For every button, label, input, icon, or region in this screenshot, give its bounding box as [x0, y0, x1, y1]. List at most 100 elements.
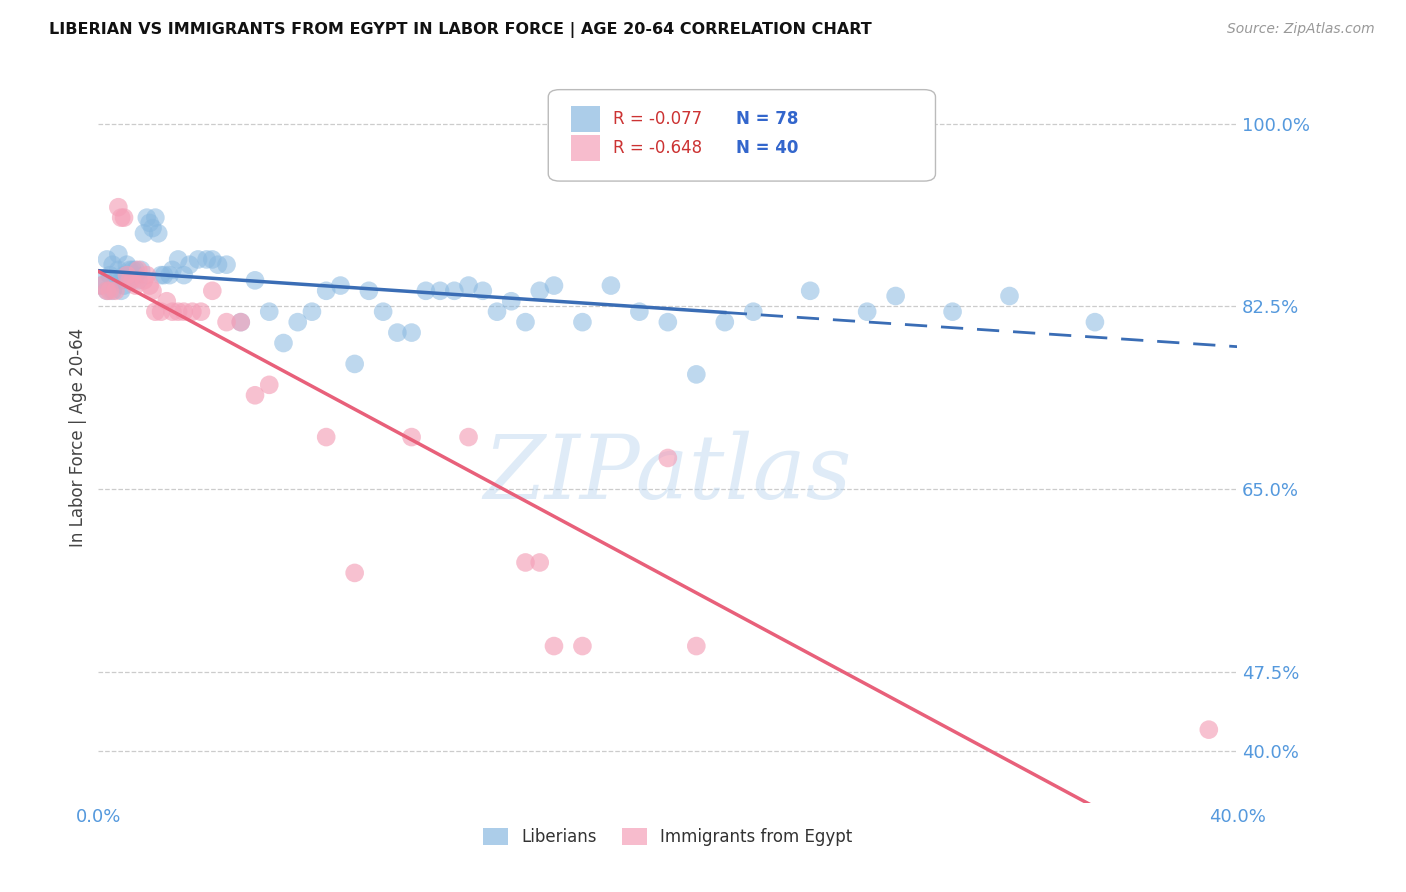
Point [486, 304, 509, 318]
Point [215, 258, 238, 272]
Point [207, 258, 229, 272]
Point [127, 263, 149, 277]
Point [401, 326, 423, 340]
Point [401, 430, 423, 444]
Point [657, 450, 679, 465]
Point [1084, 315, 1107, 329]
Point [115, 268, 138, 282]
Point [685, 639, 707, 653]
Point [145, 211, 167, 225]
Point [159, 268, 181, 282]
Text: N = 40: N = 40 [737, 139, 799, 157]
Point [124, 278, 146, 293]
Point [112, 278, 135, 293]
Text: LIBERIAN VS IMMIGRANTS FROM EGYPT IN LABOR FORCE | AGE 20-64 CORRELATION CHART: LIBERIAN VS IMMIGRANTS FROM EGYPT IN LAB… [49, 22, 872, 38]
Point [129, 263, 152, 277]
Point [162, 263, 184, 277]
Point [529, 284, 551, 298]
Point [98, 284, 121, 298]
FancyBboxPatch shape [548, 90, 935, 181]
Point [742, 304, 765, 318]
Point [343, 357, 366, 371]
Point [107, 263, 129, 277]
Legend: Liberians, Immigrants from Egypt: Liberians, Immigrants from Egypt [477, 822, 859, 853]
Point [243, 388, 266, 402]
Point [529, 556, 551, 570]
Point [110, 273, 132, 287]
Point [150, 304, 173, 318]
Point [98, 268, 121, 282]
Point [501, 294, 523, 309]
Point [121, 273, 143, 287]
Point [93, 273, 115, 287]
Point [471, 284, 494, 298]
Point [543, 639, 565, 653]
Point [628, 304, 651, 318]
FancyBboxPatch shape [571, 135, 599, 161]
Point [121, 263, 143, 277]
Point [135, 211, 157, 225]
Point [96, 252, 118, 267]
Point [190, 304, 212, 318]
Point [942, 304, 965, 318]
Point [132, 227, 155, 241]
Point [141, 221, 163, 235]
Point [118, 273, 141, 287]
Point [124, 263, 146, 277]
Point [127, 273, 149, 287]
Point [107, 247, 129, 261]
Point [135, 268, 157, 282]
Point [115, 268, 138, 282]
Point [443, 284, 465, 298]
Text: N = 78: N = 78 [737, 110, 799, 128]
Point [229, 315, 252, 329]
Y-axis label: In Labor Force | Age 20-64: In Labor Force | Age 20-64 [69, 327, 87, 547]
Point [457, 278, 479, 293]
Point [600, 278, 623, 293]
Point [112, 211, 135, 225]
Point [181, 304, 204, 318]
Point [145, 304, 167, 318]
Point [148, 227, 170, 241]
Point [167, 304, 190, 318]
Point [107, 200, 129, 214]
Point [90, 278, 112, 293]
Point [343, 566, 366, 580]
Text: R = -0.648: R = -0.648 [613, 139, 703, 157]
Point [457, 430, 479, 444]
Point [167, 252, 190, 267]
Point [714, 315, 737, 329]
Point [415, 284, 437, 298]
Point [118, 273, 141, 287]
Point [998, 289, 1021, 303]
Point [357, 284, 380, 298]
Point [856, 304, 879, 318]
Point [1198, 723, 1220, 737]
Point [138, 216, 160, 230]
Point [571, 639, 593, 653]
Point [543, 278, 565, 293]
Point [229, 315, 252, 329]
Point [799, 284, 821, 298]
Point [173, 268, 195, 282]
FancyBboxPatch shape [571, 106, 599, 132]
Point [201, 252, 224, 267]
Point [112, 268, 135, 282]
Point [162, 304, 184, 318]
Point [110, 211, 132, 225]
Point [287, 315, 309, 329]
Point [90, 278, 112, 293]
Point [179, 258, 201, 272]
Point [685, 368, 707, 382]
Point [153, 268, 176, 282]
Point [141, 284, 163, 298]
Point [173, 304, 195, 318]
Point [195, 252, 218, 267]
Point [515, 556, 537, 570]
Point [429, 284, 451, 298]
Point [373, 304, 395, 318]
Point [315, 284, 337, 298]
Text: ZIPatlas: ZIPatlas [484, 430, 852, 517]
Point [96, 284, 118, 298]
Point [215, 315, 238, 329]
